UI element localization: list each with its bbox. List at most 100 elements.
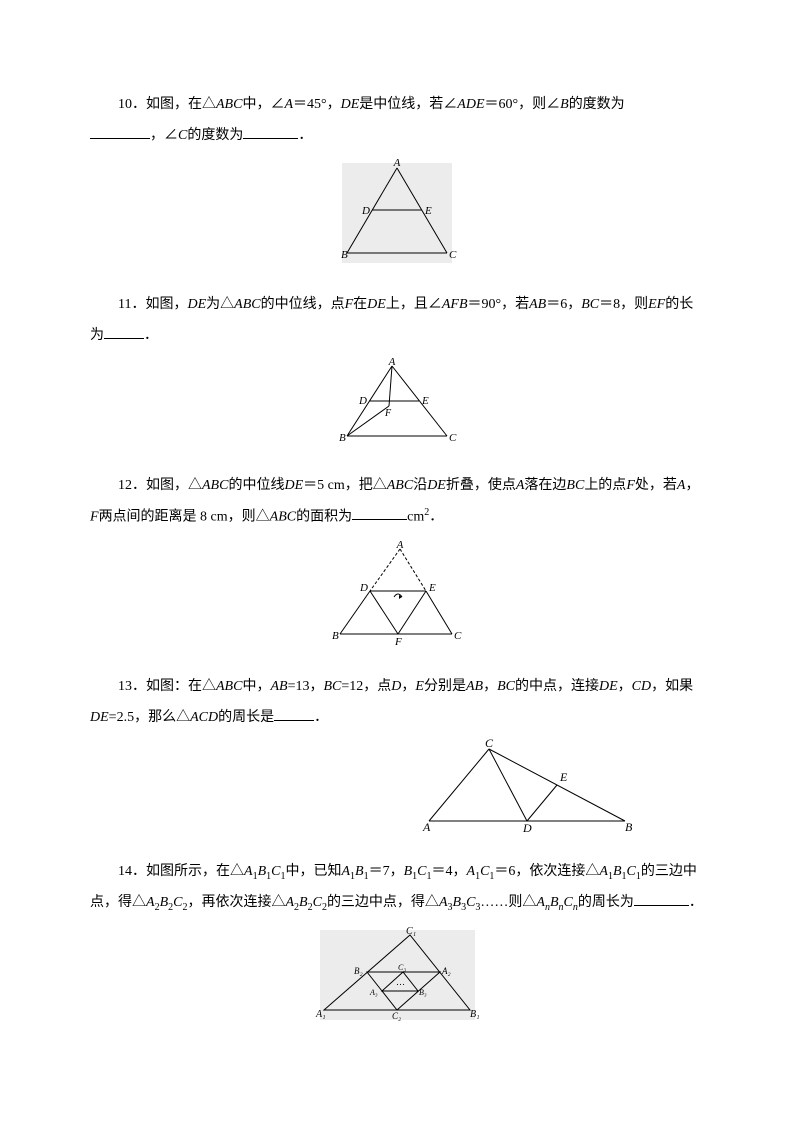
- text: ，∠: [150, 128, 178, 143]
- label-B: B: [339, 432, 346, 444]
- var: DE: [284, 478, 303, 493]
- text: ＝8，则: [599, 297, 648, 312]
- segment: [389, 366, 392, 406]
- var: AFB: [442, 297, 468, 312]
- var: A: [146, 895, 155, 910]
- var: A: [599, 864, 608, 879]
- text: 两点间的距离是 8 cm，则△: [99, 509, 270, 524]
- label-D: D: [359, 582, 368, 594]
- var: A: [285, 895, 294, 910]
- fold: [370, 591, 398, 634]
- text: ，: [685, 478, 699, 493]
- problem-11: 11．如图，DE为△ABC的中位线，点F在DE上，且∠AFB＝90°，若AB＝6…: [90, 290, 704, 352]
- label-E: E: [559, 770, 568, 784]
- problem-12: 12．如图，△ABC的中位线DE＝5 cm，把△ABC沿DE折叠，使点A落在边B…: [90, 471, 704, 533]
- nested-triangles: … A₁ B₁ C₁ A₂ B₂ C₂ A₃ B₃ C₃: [312, 925, 482, 1025]
- var: B: [560, 97, 569, 112]
- text: ＝5 cm，把△: [303, 478, 387, 493]
- label: A₂: [441, 966, 451, 976]
- text: cm: [407, 509, 424, 524]
- var: B: [550, 895, 559, 910]
- text: =13，: [288, 679, 324, 694]
- figure-12: A B C D E F: [90, 539, 704, 662]
- segment: [347, 406, 389, 436]
- var: DE: [367, 297, 386, 312]
- label-A: A: [393, 158, 401, 169]
- var: BC: [323, 679, 341, 694]
- text: 的中位线，点: [261, 297, 345, 312]
- dots: …: [396, 977, 405, 987]
- var: C: [564, 895, 573, 910]
- var: A: [439, 895, 448, 910]
- text: ．: [314, 710, 328, 725]
- text: ＝6，: [546, 297, 581, 312]
- var: B: [355, 864, 364, 879]
- var: AB: [466, 679, 483, 694]
- fold-figure: A B C D E F: [322, 539, 472, 649]
- var: A: [244, 864, 253, 879]
- var: C: [417, 864, 426, 879]
- text: ．: [298, 128, 312, 143]
- text: 中，已知: [285, 864, 341, 879]
- text: 13．如图：在△: [118, 679, 216, 694]
- blank: [243, 125, 298, 139]
- var: ABC: [216, 97, 242, 112]
- fold: [398, 591, 426, 634]
- var: CD: [632, 679, 651, 694]
- var: ABC: [216, 679, 242, 694]
- segment: [489, 749, 527, 821]
- edge: [340, 591, 370, 634]
- var: ADE: [457, 97, 484, 112]
- var: DE: [599, 679, 618, 694]
- label-E: E: [424, 205, 432, 217]
- label: C₃: [398, 963, 406, 972]
- text: 的面积为: [296, 509, 352, 524]
- label-A: A: [388, 358, 396, 368]
- blank: [634, 892, 689, 906]
- text: 上的点: [584, 478, 626, 493]
- text: 在: [353, 297, 367, 312]
- var: DE: [90, 710, 109, 725]
- triangle-figure: A B C D E: [417, 739, 637, 834]
- var: AB: [270, 679, 287, 694]
- figure-10: A B C D E: [90, 158, 704, 281]
- text: 中，: [242, 679, 270, 694]
- var: B: [404, 864, 413, 879]
- var: ABC: [387, 478, 413, 493]
- text: ，: [401, 679, 415, 694]
- var: A: [467, 864, 476, 879]
- text: ．: [429, 509, 443, 524]
- triangle-figure: A B C D E F: [327, 358, 467, 448]
- edge: [429, 749, 489, 821]
- var: C: [178, 128, 187, 143]
- label-F: F: [384, 408, 392, 419]
- var: AB: [529, 297, 546, 312]
- label: B₂: [354, 966, 363, 976]
- var: DE: [341, 97, 360, 112]
- text: ，: [483, 679, 497, 694]
- label: A₁: [315, 1009, 326, 1020]
- text: 上，且∠: [386, 297, 442, 312]
- text: 沿: [413, 478, 427, 493]
- label: C₂: [392, 1011, 401, 1021]
- var: BC: [497, 679, 515, 694]
- blank: [90, 125, 150, 139]
- text: 落在边: [524, 478, 566, 493]
- problem-10: 10．如图，在△ABC中，∠A＝45°，DE是中位线，若∠ADE＝60°，则∠B…: [90, 90, 704, 152]
- figure-11: A B C D E F: [90, 358, 704, 461]
- text: 处，若: [635, 478, 677, 493]
- label-B: B: [625, 820, 633, 834]
- var: E: [415, 679, 424, 694]
- blank: [104, 325, 144, 339]
- label-B: B: [341, 249, 348, 261]
- label-A: A: [396, 539, 404, 551]
- text: ＝7，: [369, 864, 404, 879]
- var: ABC: [202, 478, 228, 493]
- figure-13: A B C D E: [90, 739, 704, 847]
- var: A: [341, 864, 350, 879]
- var: F: [345, 297, 354, 312]
- label-C: C: [454, 630, 462, 642]
- var: B: [299, 895, 308, 910]
- text: 中，∠: [242, 97, 284, 112]
- var: B: [453, 895, 462, 910]
